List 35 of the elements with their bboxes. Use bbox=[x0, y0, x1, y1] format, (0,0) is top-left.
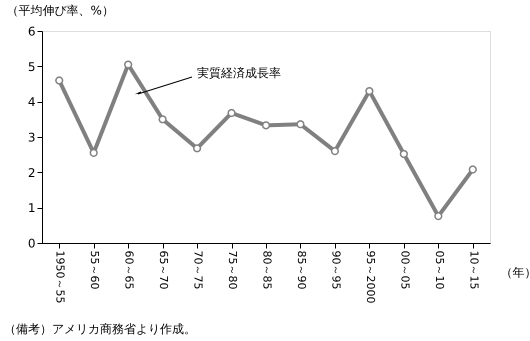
x-tick-label: 1950～55 bbox=[54, 250, 67, 304]
point bbox=[400, 150, 408, 158]
point bbox=[192, 144, 202, 152]
x-axis-title: （年） bbox=[500, 266, 530, 280]
x-tick-label: 60～65 bbox=[122, 250, 136, 290]
point bbox=[158, 115, 167, 124]
x-tick-label: 65～70 bbox=[157, 250, 170, 290]
y-tick-label: 2 bbox=[28, 166, 36, 180]
point bbox=[227, 108, 236, 118]
point bbox=[468, 165, 477, 174]
text: 実質経済成長率 bbox=[197, 66, 281, 80]
y-tick-label: 0 bbox=[28, 236, 36, 250]
x-tick-label: 85～90 bbox=[294, 250, 308, 290]
x-tick-label: 75～80 bbox=[226, 250, 240, 290]
y-tick-label: 4 bbox=[28, 95, 36, 110]
x-tick-label: 95～2000 bbox=[364, 250, 377, 304]
y-axis-title: （平均伸び率、%） bbox=[6, 4, 114, 18]
x-tick-label: 55～60 bbox=[88, 250, 102, 290]
y-tick-label: 5 bbox=[28, 60, 36, 74]
point bbox=[330, 147, 340, 156]
x-tick-label: 80～85 bbox=[260, 250, 274, 290]
x-tick-label: 05～10 bbox=[432, 250, 446, 290]
point bbox=[296, 120, 305, 128]
x-tick-label: 00～05 bbox=[398, 250, 412, 290]
y-tick-label: 6 bbox=[28, 24, 36, 38]
y-tick-label: 1 bbox=[28, 201, 36, 216]
x-tick-label: 70～75 bbox=[192, 250, 205, 290]
point bbox=[55, 76, 64, 85]
text: （備考）アメリカ商務省より作成。 bbox=[4, 322, 196, 336]
point bbox=[434, 212, 442, 220]
x-tick-label: 90～95 bbox=[329, 250, 342, 290]
x-tick-label: 10～15 bbox=[467, 250, 480, 290]
y-tick-label: 3 bbox=[28, 130, 36, 144]
point bbox=[365, 86, 374, 96]
point bbox=[262, 121, 270, 130]
